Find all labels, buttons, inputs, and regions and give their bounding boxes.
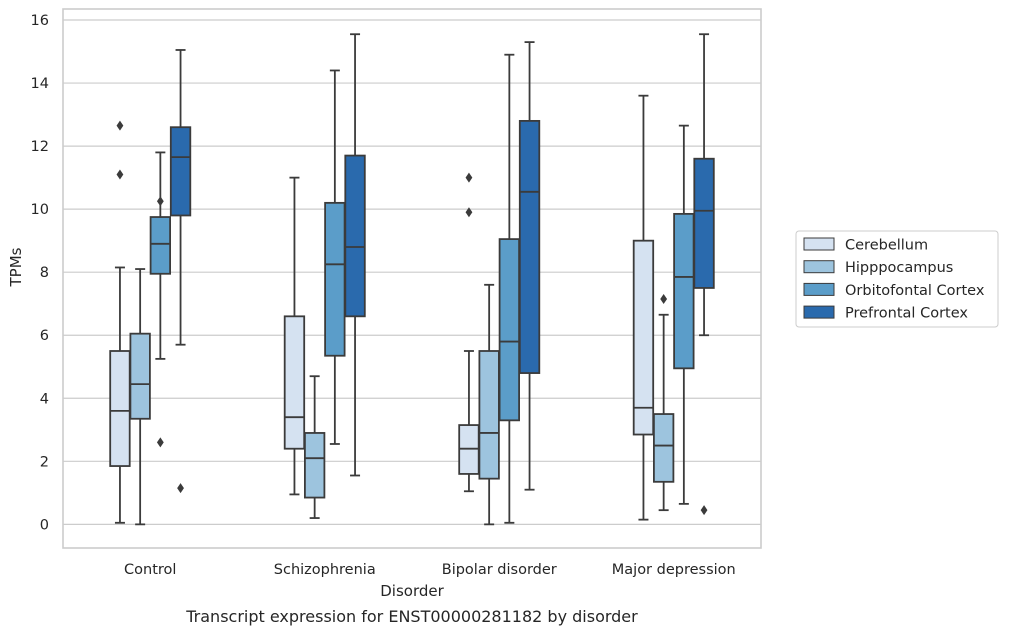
box-1-3 bbox=[653, 293, 675, 512]
outlier-point bbox=[700, 505, 708, 516]
legend-swatch bbox=[803, 260, 835, 274]
box-3-0 bbox=[169, 49, 192, 494]
box-0-1 bbox=[283, 176, 306, 496]
box-1-2 bbox=[478, 283, 500, 526]
legend: Cerebellum Hipppocampus Orbitofontal Corte… bbox=[795, 230, 999, 328]
x-tick-labels: Control Schizophrenia Bipolar disorder Majo… bbox=[124, 562, 736, 578]
y-tick-label: 6 bbox=[40, 328, 49, 344]
y-tick-labels: 0 2 4 6 8 10 12 14 16 bbox=[31, 13, 49, 533]
legend-swatch bbox=[803, 237, 835, 251]
y-axis-label: TPMs bbox=[7, 247, 25, 287]
box-series bbox=[109, 33, 715, 526]
outlier-point bbox=[116, 169, 124, 180]
y-tick-label: 0 bbox=[40, 517, 49, 533]
box-1-0 bbox=[129, 268, 151, 526]
box-body bbox=[303, 432, 326, 499]
box-body bbox=[673, 212, 695, 370]
box-body bbox=[693, 157, 715, 289]
box-1-1 bbox=[303, 375, 326, 519]
box-body bbox=[169, 126, 192, 217]
box-2-0 bbox=[149, 151, 172, 448]
box-body bbox=[653, 413, 675, 483]
box-body bbox=[632, 239, 655, 436]
outlier-point bbox=[177, 483, 184, 494]
x-tick-label: Schizophrenia bbox=[274, 562, 376, 578]
plot-frame bbox=[62, 8, 762, 549]
outlier-point bbox=[660, 293, 668, 304]
legend-label: Prefrontal Cortex bbox=[845, 306, 968, 322]
box-2-2 bbox=[498, 53, 521, 524]
x-tick-label: Control bbox=[124, 562, 176, 578]
y-tick-label: 12 bbox=[31, 139, 49, 155]
legend-swatch bbox=[803, 305, 835, 319]
outlier-point bbox=[465, 172, 473, 183]
box-3-3 bbox=[693, 33, 715, 516]
legend-label: Hipppocampus bbox=[845, 260, 953, 276]
x-tick-label: Major depression bbox=[612, 562, 736, 578]
y-tick-label: 16 bbox=[31, 13, 49, 29]
box-body bbox=[344, 154, 366, 318]
box-0-2 bbox=[458, 172, 480, 493]
outlier-point bbox=[156, 196, 164, 207]
box-body bbox=[324, 201, 346, 357]
legend-label: Cerebellum bbox=[845, 238, 928, 254]
x-axis-label: Disorder bbox=[380, 582, 444, 600]
legend-frame bbox=[795, 230, 999, 328]
box-2-3 bbox=[673, 124, 695, 505]
y-tick-label: 2 bbox=[40, 454, 49, 470]
box-body bbox=[498, 238, 521, 422]
box-2-1 bbox=[324, 69, 346, 445]
outlier-point bbox=[156, 437, 164, 448]
legend-swatch bbox=[803, 282, 835, 296]
box-3-1 bbox=[344, 33, 366, 477]
box-0-0 bbox=[109, 120, 131, 524]
box-body bbox=[129, 332, 151, 420]
box-body bbox=[518, 119, 541, 374]
legend-label: Orbitofontal Cortex bbox=[845, 283, 985, 299]
y-tick-label: 14 bbox=[31, 76, 49, 92]
box-body bbox=[478, 350, 500, 480]
box-3-2 bbox=[518, 41, 541, 491]
box-body bbox=[283, 315, 306, 450]
box-body bbox=[149, 216, 172, 275]
box-0-3 bbox=[632, 94, 655, 521]
chart-caption: Transcript expression for ENST0000028118… bbox=[185, 607, 638, 626]
box-body bbox=[109, 350, 131, 467]
y-tick-label: 4 bbox=[40, 391, 49, 407]
y-tick-label: 8 bbox=[40, 265, 49, 281]
y-tick-label: 10 bbox=[31, 202, 49, 218]
outlier-point bbox=[465, 207, 473, 218]
x-tick-label: Bipolar disorder bbox=[442, 562, 557, 578]
outlier-point bbox=[116, 120, 124, 131]
